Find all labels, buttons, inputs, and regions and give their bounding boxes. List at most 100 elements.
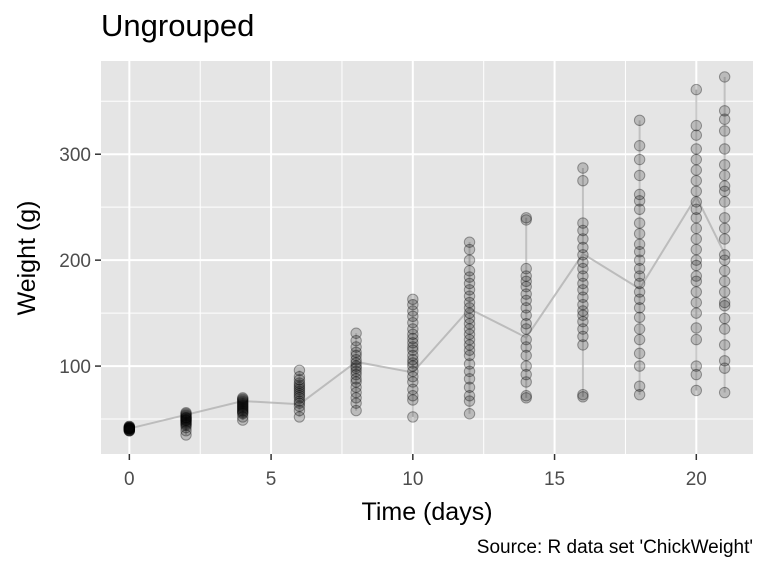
data-point [350, 360, 362, 372]
data-point [690, 164, 703, 176]
data-point [407, 360, 419, 372]
data-point [407, 341, 419, 353]
data-point [633, 245, 646, 258]
data-point [407, 365, 419, 378]
data-point [577, 309, 589, 321]
data-point [577, 330, 589, 343]
data-point [407, 293, 419, 306]
grid-minor [101, 61, 753, 454]
data-point [718, 105, 731, 117]
data-point [718, 254, 731, 266]
data-point [633, 227, 646, 240]
data-point [577, 315, 589, 328]
data-point [718, 71, 731, 83]
data-point [407, 310, 419, 322]
data-point [293, 397, 306, 409]
data-point [407, 383, 419, 396]
data-point [463, 296, 476, 309]
data-point [180, 409, 192, 421]
data-point [350, 365, 362, 378]
data-point [633, 262, 646, 275]
data-point [407, 370, 419, 383]
data-point [350, 341, 362, 353]
data-point [350, 397, 362, 409]
data-point [718, 143, 731, 155]
data-point [123, 421, 136, 434]
data-point [237, 395, 249, 407]
data-point [463, 408, 476, 420]
data-point [633, 323, 646, 335]
data-point [690, 270, 703, 282]
data-point [633, 277, 646, 290]
data-point [237, 406, 249, 419]
data-point [577, 241, 589, 254]
data-point [180, 414, 192, 426]
data-point [123, 423, 136, 436]
data-point [690, 175, 703, 187]
data-point [718, 299, 731, 312]
x-tick-label: 0 [124, 469, 135, 490]
data-point [463, 312, 476, 325]
data-point [237, 402, 249, 415]
data-point [633, 380, 646, 392]
data-point [690, 233, 703, 245]
data-point [463, 381, 476, 393]
y-tick-label: 100 [59, 357, 91, 378]
data-point [180, 414, 192, 426]
data-point [350, 376, 362, 388]
data-point [520, 392, 532, 404]
data-point [123, 421, 136, 434]
data-point [350, 362, 362, 374]
data-point [407, 316, 419, 329]
data-point [577, 323, 589, 335]
data-point [293, 395, 306, 407]
data-point [237, 397, 249, 409]
data-point [718, 286, 731, 298]
data-point [350, 357, 362, 369]
data-point [718, 125, 731, 137]
data-point [463, 284, 476, 296]
data-point [180, 421, 192, 434]
data-point [237, 399, 249, 411]
data-point [690, 243, 703, 256]
data-point [690, 322, 703, 334]
data-point [690, 275, 703, 288]
data-point [180, 406, 192, 419]
data-point [463, 365, 476, 378]
data-point [690, 254, 703, 266]
data-point [520, 390, 532, 402]
data-point [633, 254, 646, 266]
data-point [718, 212, 731, 224]
data-point [407, 357, 419, 369]
data-point [180, 424, 192, 437]
data-point [293, 364, 306, 377]
x-tick-label: 5 [266, 469, 277, 490]
data-point [293, 370, 306, 383]
data-point [463, 271, 476, 283]
data-point [463, 333, 476, 346]
data-point [718, 185, 731, 197]
data-point [690, 83, 703, 96]
data-point [123, 420, 136, 433]
data-point [577, 175, 589, 187]
data-point [350, 392, 362, 404]
data-point [350, 349, 362, 362]
data-point [350, 386, 362, 399]
data-point [718, 296, 731, 309]
data-point [520, 318, 532, 330]
data-point [690, 333, 703, 346]
data-point [237, 396, 249, 408]
y-axis-title: Weight (g) [13, 201, 41, 316]
data-point [407, 376, 419, 388]
data-point [463, 349, 476, 362]
data-point [690, 185, 703, 197]
data-point [690, 153, 703, 166]
data-point [293, 387, 306, 400]
data-point [293, 381, 306, 393]
data-point [237, 398, 249, 410]
data-point [718, 159, 731, 171]
data-point [180, 410, 192, 422]
data-point [123, 420, 136, 433]
data-point [123, 422, 136, 435]
